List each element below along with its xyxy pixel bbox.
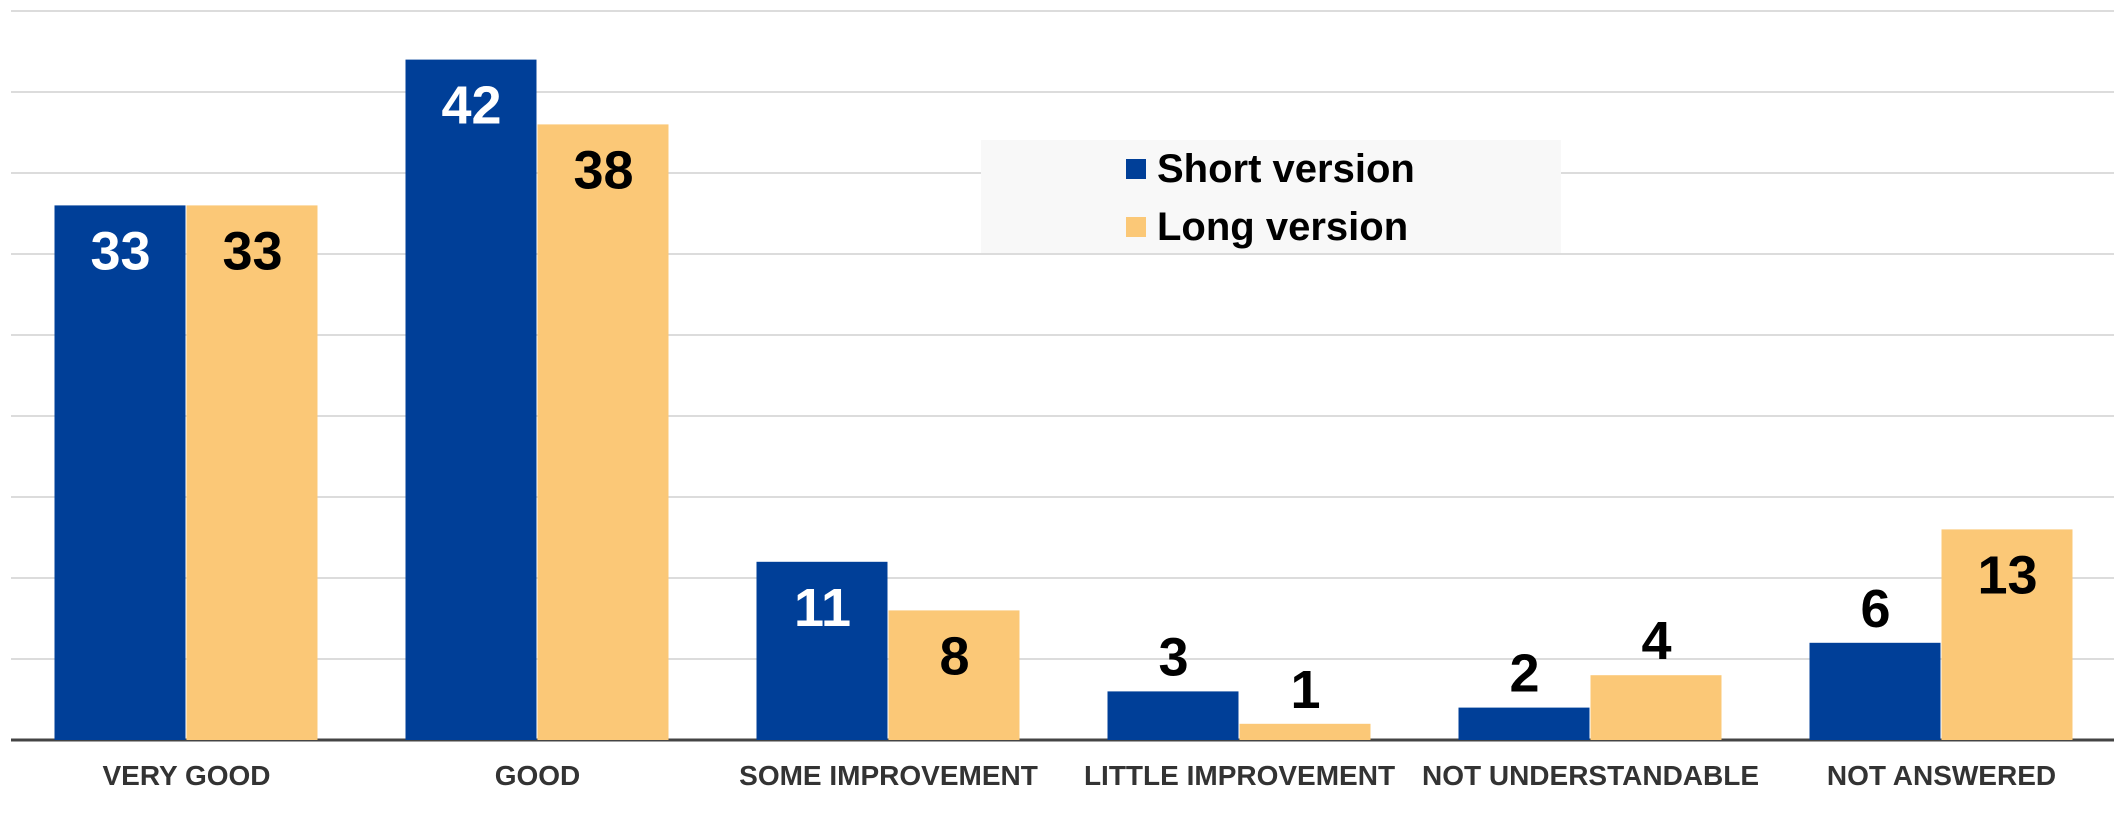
bar	[1590, 675, 1722, 740]
legend-box	[981, 140, 1561, 253]
data-label: 2	[1509, 644, 1539, 704]
x-tick-label: NOT UNDERSTANDABLE	[1421, 760, 1760, 791]
bar	[1809, 642, 1941, 740]
data-label: 42	[441, 76, 501, 136]
bar	[537, 124, 669, 740]
bar	[54, 205, 186, 740]
legend-label: Short version	[1157, 147, 1415, 191]
x-tick-label: VERY GOOD	[102, 760, 271, 791]
bar	[756, 561, 888, 740]
bar	[888, 610, 1020, 740]
data-label: 4	[1641, 611, 1671, 671]
bar	[1941, 529, 2073, 740]
legend-label: Long version	[1157, 205, 1408, 249]
bar	[1239, 723, 1371, 740]
data-label: 3	[1158, 627, 1188, 687]
x-tick-label: NOT ANSWERED	[1826, 760, 2057, 791]
legend-swatch	[1126, 217, 1146, 237]
legend-swatch	[1126, 159, 1146, 179]
data-label: 33	[222, 221, 282, 281]
bar	[186, 205, 318, 740]
data-label: 11	[794, 578, 851, 638]
data-label: 38	[573, 140, 633, 200]
x-tick-label: LITTLE IMPROVEMENT	[1083, 760, 1396, 791]
data-label: 6	[1860, 579, 1890, 639]
bar	[1107, 691, 1239, 740]
data-label: 13	[1977, 545, 2037, 605]
x-tick-label: SOME IMPROVEMENT	[739, 760, 1038, 791]
bar	[1458, 707, 1590, 740]
bar	[405, 59, 537, 741]
data-label: 8	[939, 626, 969, 686]
data-label: 33	[90, 221, 150, 281]
data-label: 1	[1290, 660, 1320, 720]
x-tick-label: GOOD	[494, 760, 581, 791]
